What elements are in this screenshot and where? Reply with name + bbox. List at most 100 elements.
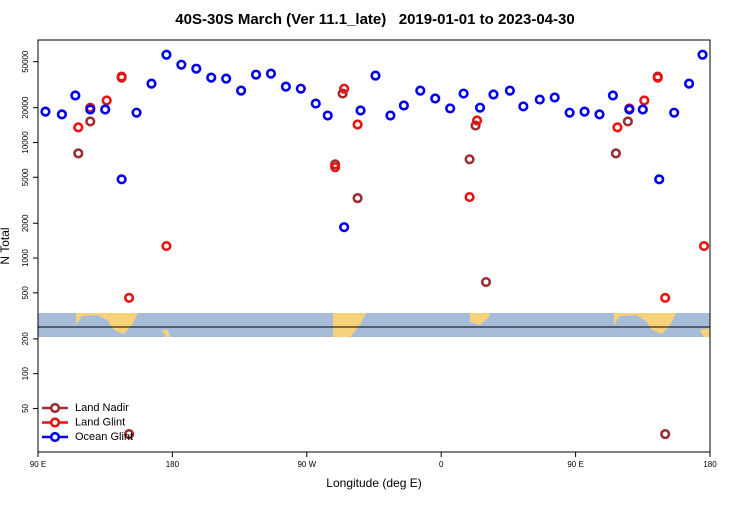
point [445,103,456,114]
point [579,106,590,117]
point [352,193,363,204]
ocean-strip [38,313,710,337]
point [73,148,84,159]
chart-title: 40S-30S March (Ver 11.1_late) 2019-01-01… [175,11,574,28]
point [660,428,671,440]
point [85,104,96,115]
legend-marker [49,402,61,414]
point [100,104,111,115]
point [471,115,483,126]
point [123,428,135,440]
legend-label: Land Nadir [75,402,129,414]
point [339,222,350,233]
point [564,107,575,118]
point [669,107,680,118]
point [161,49,172,60]
map-strip [38,313,710,337]
y-tick-label: 50 [21,403,30,412]
point [116,71,127,82]
point [534,94,545,105]
point [131,107,142,118]
plot-frame [37,39,711,453]
point [385,110,396,121]
point [612,122,623,133]
point [146,78,157,89]
y-tick-label: 10000 [21,131,30,154]
point [464,191,475,203]
point [265,68,277,79]
point [295,83,306,94]
point [352,119,363,130]
point [549,92,560,103]
y-tick-label: 200 [21,332,30,346]
point [73,122,84,133]
y-tick-label: 20000 [21,96,30,119]
y-axis-label: N Total [0,227,12,264]
point [123,292,135,303]
point [683,78,695,89]
point [660,292,671,303]
y-tick-label: 500 [21,286,30,300]
point [116,174,127,185]
point [488,89,499,100]
point [40,106,51,117]
land-shape [333,313,366,337]
point [322,110,333,121]
point [480,276,492,288]
point [652,72,663,83]
point [458,88,469,99]
point [370,70,381,81]
point [280,81,291,92]
point [464,154,475,165]
point [637,104,648,115]
land-shape [76,313,138,334]
point [337,88,348,99]
x-tick-label: 180 [703,460,717,469]
point [330,162,341,173]
y-tick-label: 5000 [21,168,30,186]
point [622,116,633,127]
x-tick-label: 90 E [30,460,46,469]
point [698,240,710,252]
point [85,116,96,127]
land-shape [162,330,170,337]
y-tick-label: 1000 [21,249,30,267]
y-tick-label: 100 [21,366,30,380]
point [654,174,665,185]
point [70,90,81,101]
point [191,63,202,74]
point [235,85,247,96]
point [607,90,619,101]
legend-label: Land Glint [75,416,125,428]
point [101,95,112,106]
y-tick-label: 50000 [21,50,30,73]
legend-marker [49,431,61,443]
legend-marker [49,417,61,428]
x-axis-label: Longitude (deg E) [326,476,421,490]
point [355,105,366,116]
point [430,93,441,104]
point [639,95,650,106]
point [56,109,67,120]
land-shape [700,328,710,337]
point [470,120,481,131]
point [697,49,708,60]
point [221,73,232,84]
point [398,100,409,111]
point [176,59,187,70]
point [474,102,486,113]
point [339,83,350,94]
point [594,109,605,120]
point [624,104,635,115]
x-tick-label: 90 W [297,460,316,469]
point [206,72,217,83]
point [310,98,321,109]
point [518,101,529,112]
legend-label: Ocean Glint [75,431,133,443]
land-shape [470,313,490,325]
y-tick-label: 2000 [21,214,30,232]
point [250,69,262,80]
point [610,148,622,159]
